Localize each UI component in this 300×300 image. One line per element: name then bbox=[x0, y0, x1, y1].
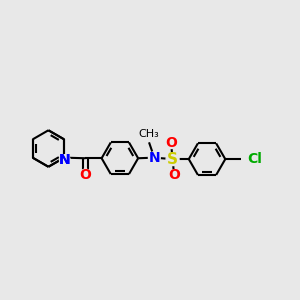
Circle shape bbox=[166, 138, 176, 148]
Text: N: N bbox=[59, 153, 70, 167]
Circle shape bbox=[59, 155, 70, 165]
Circle shape bbox=[80, 169, 91, 181]
Text: CH₃: CH₃ bbox=[139, 128, 159, 139]
Text: N: N bbox=[148, 151, 160, 165]
Text: N: N bbox=[59, 153, 70, 167]
Text: S: S bbox=[167, 152, 178, 166]
Circle shape bbox=[166, 153, 179, 166]
Text: O: O bbox=[168, 168, 180, 182]
Circle shape bbox=[169, 170, 179, 180]
Text: O: O bbox=[165, 136, 177, 150]
Text: O: O bbox=[80, 168, 92, 182]
Text: Cl: Cl bbox=[247, 152, 262, 166]
Circle shape bbox=[148, 152, 160, 164]
